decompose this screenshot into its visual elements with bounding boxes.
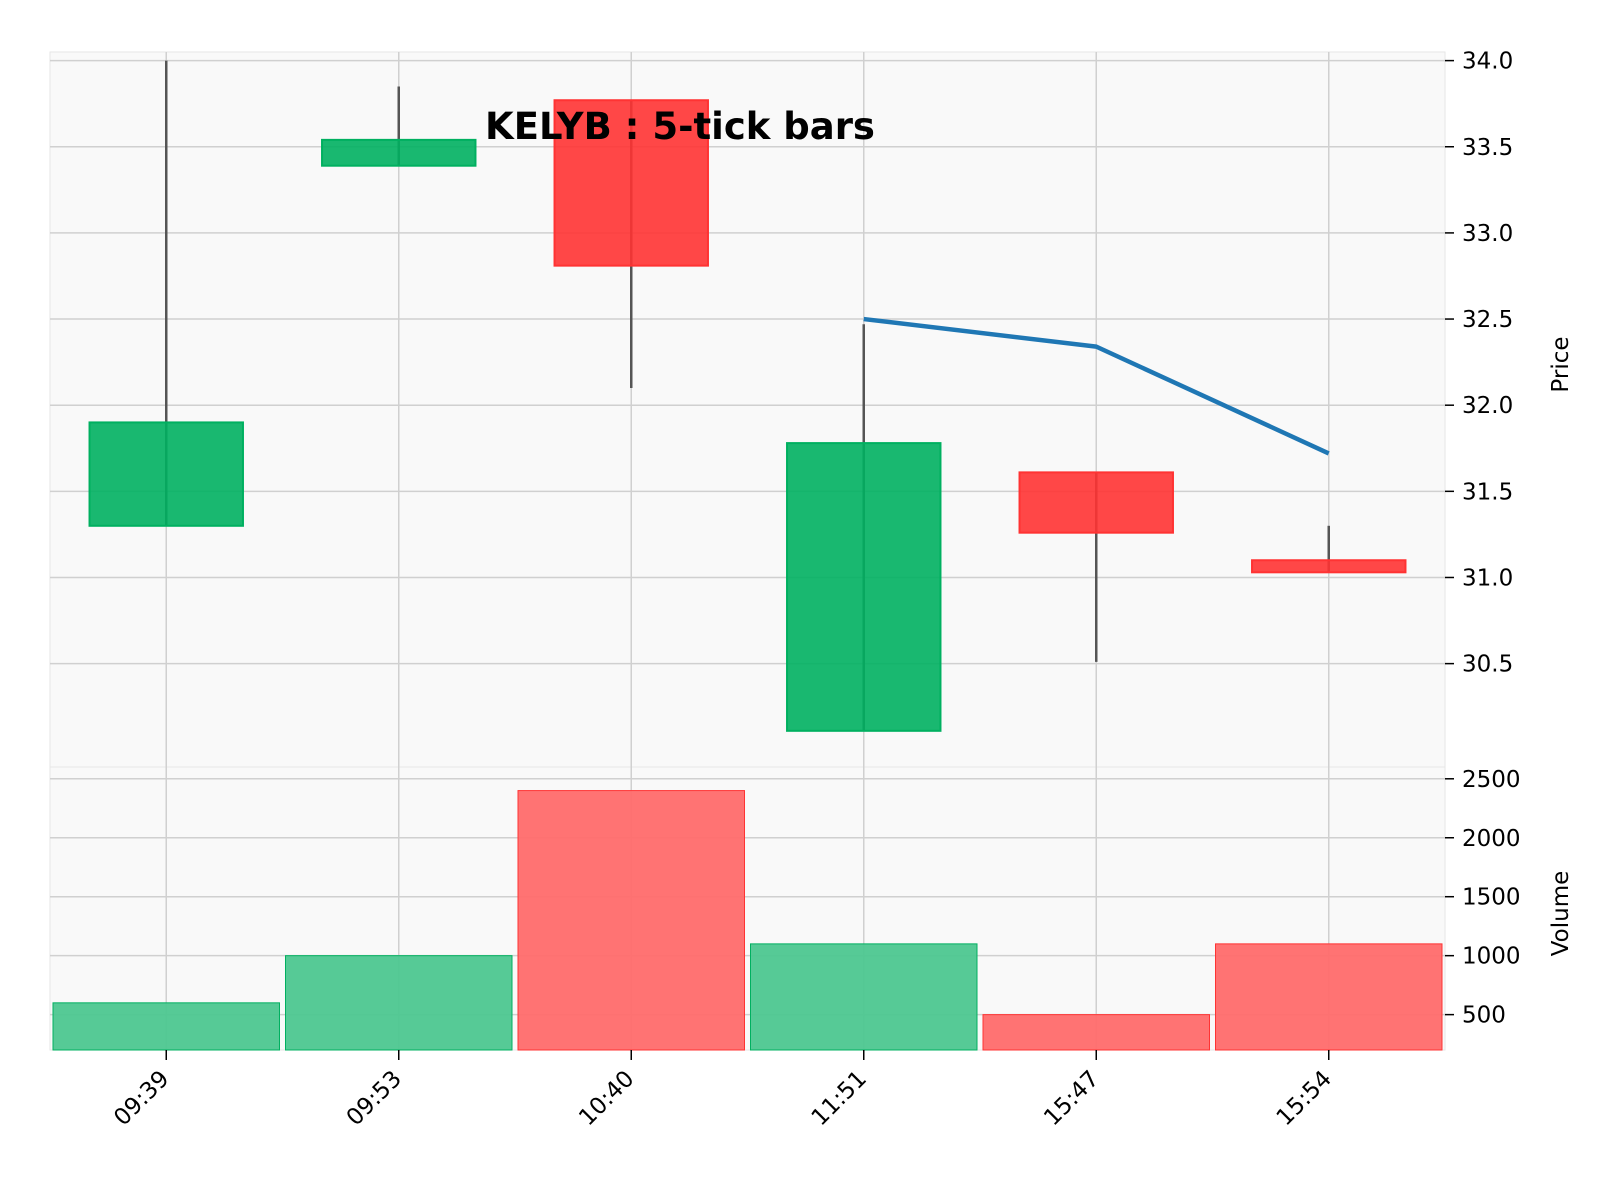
x-tick-label: 09:53: [342, 1066, 407, 1131]
volume-bar: [750, 943, 978, 1051]
price-tick-label: 32.0: [1462, 393, 1513, 419]
chart-title: KELYB : 5-tick bars: [485, 105, 875, 148]
candle-body: [321, 138, 477, 167]
x-tick-label: 15:47: [1039, 1066, 1104, 1131]
volume-bars: [52, 790, 1443, 1051]
price-tick-label: 31.5: [1462, 479, 1513, 505]
volume-bar: [285, 955, 513, 1051]
price-tick-label: 30.5: [1462, 652, 1513, 678]
x-tick-label: 15:54: [1272, 1066, 1337, 1131]
overlay-line-group: [863, 316, 1330, 456]
candle-body: [553, 99, 709, 267]
volume-tick-label: 1500: [1462, 885, 1521, 911]
volume-panel: [49, 766, 1446, 1051]
price-tick-label: 31.0: [1462, 565, 1513, 591]
candles: [88, 60, 1407, 732]
volume-bar: [517, 790, 745, 1051]
candle-body: [786, 442, 942, 732]
volume-bar: [1215, 943, 1443, 1051]
volume-bar: [982, 1014, 1210, 1051]
candle-body: [1018, 471, 1174, 534]
price-tick-label: 33.0: [1462, 221, 1513, 247]
grid-lines: [50, 52, 1445, 1050]
plot-panels: [49, 51, 1446, 1051]
candle-body: [88, 421, 244, 527]
price-tick-label: 34.0: [1462, 49, 1513, 75]
x-tick-label: 09:39: [109, 1066, 174, 1131]
volume-bar: [52, 1002, 280, 1051]
volume-tick-label: 2000: [1462, 826, 1521, 852]
overlay-line: [863, 316, 1330, 456]
price-axis-label: Price: [1548, 336, 1574, 392]
x-tick-label: 10:40: [574, 1066, 639, 1131]
volume-axis-label: Volume: [1548, 871, 1574, 957]
candle-body: [1251, 559, 1407, 574]
price-panel: [49, 51, 1446, 768]
price-tick-label: 32.5: [1462, 307, 1513, 333]
volume-tick-label: 500: [1462, 1003, 1506, 1029]
volume-tick-label: 2500: [1462, 767, 1521, 793]
price-tick-label: 33.5: [1462, 135, 1513, 161]
x-tick-label: 11:51: [807, 1066, 872, 1131]
volume-tick-label: 1000: [1462, 944, 1521, 970]
